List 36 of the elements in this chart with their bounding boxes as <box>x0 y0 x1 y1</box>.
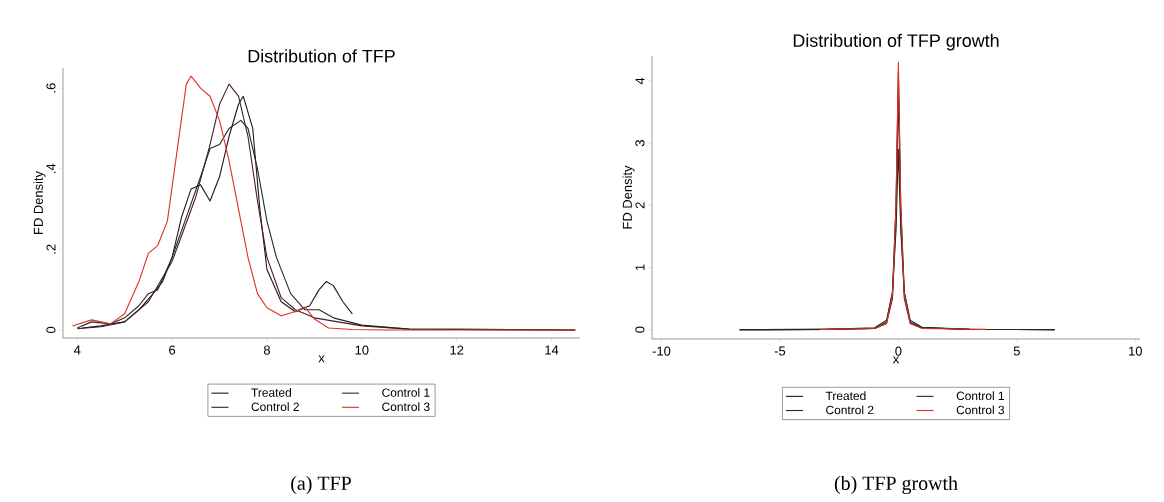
text: (a) TFP <box>291 475 351 495</box>
y-tick-label: .6 <box>46 83 56 93</box>
y-tick-label: 2 <box>635 202 645 209</box>
y-tick-label: 0 <box>46 326 56 334</box>
legend-label: Control 1 <box>956 391 1005 401</box>
x-tick-label: 5 <box>1013 346 1020 356</box>
legend-label: Treated <box>825 391 866 401</box>
y-tick-label: 1 <box>635 264 645 271</box>
x-axis-title: x <box>318 355 325 363</box>
y-tick-label: .4 <box>46 163 56 173</box>
y-axis-title: FD Density <box>33 171 46 234</box>
y-tick-label: .2 <box>46 244 56 254</box>
x-tick-label: 10 <box>355 345 369 355</box>
legend-label: Control 2 <box>251 402 299 411</box>
x-tick-label: 0 <box>895 346 902 356</box>
y-axis-title: FD Density <box>622 165 635 229</box>
x-axis-title: x <box>892 356 900 364</box>
x-tick-label: 6 <box>169 345 176 355</box>
chart-title: Distribution of TFP <box>248 49 395 63</box>
legend-label: Control 1 <box>382 388 430 397</box>
y-tick-label: 3 <box>635 140 645 147</box>
text: (b) TFP growth <box>834 475 958 495</box>
x-tick-label: -10 <box>652 346 671 356</box>
x-tick-label: 10 <box>1129 346 1142 356</box>
chart-title: Distribution of TFP growth <box>793 33 999 51</box>
x-tick-label: 12 <box>450 345 464 355</box>
x-tick-label: 8 <box>263 345 270 355</box>
legend-label: Control 3 <box>956 405 1005 415</box>
y-tick-label: 0 <box>635 326 645 333</box>
x-tick-label: -5 <box>774 346 786 356</box>
legend-label: Control 3 <box>382 402 430 411</box>
y-tick-label: 4 <box>635 77 645 85</box>
x-tick-label: 4 <box>73 345 81 355</box>
legend-label: Control 2 <box>826 405 874 415</box>
legend-label: Treated <box>251 388 291 397</box>
x-tick-label: 14 <box>545 345 559 355</box>
